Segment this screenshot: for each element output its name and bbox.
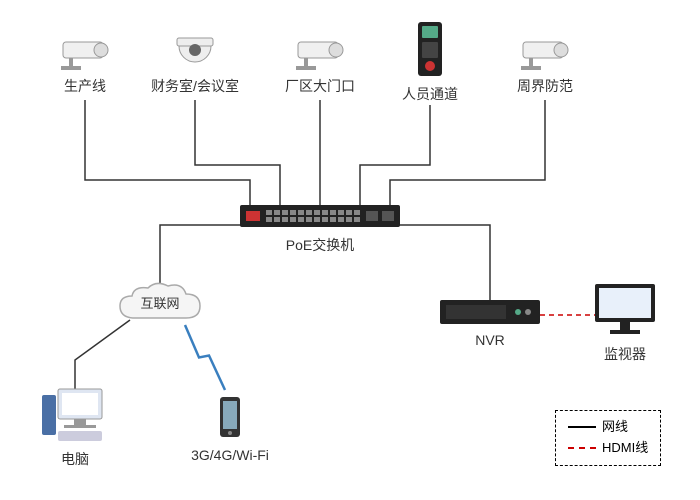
- legend-ethernet-label: 网线: [602, 417, 628, 438]
- legend-box: 网线 HDMI线: [555, 410, 661, 466]
- node-pc: 电脑: [40, 385, 110, 469]
- node-poe-switch: PoE交换机: [240, 205, 400, 255]
- node-camera-gate: 厂区大门口: [290, 30, 350, 96]
- label-perimeter: 周界防范: [517, 76, 573, 96]
- bullet-camera-icon: [55, 30, 115, 72]
- dome-camera-icon: [165, 30, 225, 72]
- legend-ethernet: 网线: [568, 417, 648, 438]
- node-camera-finance: 财务室/会议室: [165, 30, 225, 96]
- label-phone: 3G/4G/Wi-Fi: [191, 447, 269, 463]
- node-camera-perimeter: 周界防范: [515, 30, 575, 96]
- label-gate: 厂区大门口: [285, 76, 355, 96]
- monitor-icon: [590, 280, 660, 340]
- label-monitor: 监视器: [604, 344, 646, 364]
- switch-icon: [240, 205, 400, 231]
- label-finance: 财务室/会议室: [151, 76, 239, 96]
- label-access: 人员通道: [402, 84, 458, 104]
- node-monitor: 监视器: [590, 280, 660, 364]
- node-access-control: 人员通道: [410, 20, 450, 104]
- bullet-camera-icon: [515, 30, 575, 72]
- node-nvr: NVR: [440, 300, 540, 348]
- node-internet-cloud: 互联网: [110, 280, 210, 330]
- label-pc: 电脑: [61, 449, 89, 469]
- bullet-camera-icon: [290, 30, 350, 72]
- cloud-label-text: 互联网: [140, 296, 179, 311]
- pc-icon: [40, 385, 110, 445]
- node-camera-production: 生产线: [55, 30, 115, 96]
- nvr-icon: [440, 300, 540, 328]
- label-switch: PoE交换机: [286, 235, 354, 255]
- label-production: 生产线: [64, 76, 106, 96]
- legend-hdmi-label: HDMI线: [602, 438, 648, 459]
- cloud-icon: 互联网: [110, 280, 210, 330]
- label-nvr: NVR: [475, 332, 505, 348]
- access-device-icon: [410, 20, 450, 80]
- legend-hdmi: HDMI线: [568, 438, 648, 459]
- phone-icon: [210, 395, 250, 443]
- node-phone: 3G/4G/Wi-Fi: [210, 395, 250, 463]
